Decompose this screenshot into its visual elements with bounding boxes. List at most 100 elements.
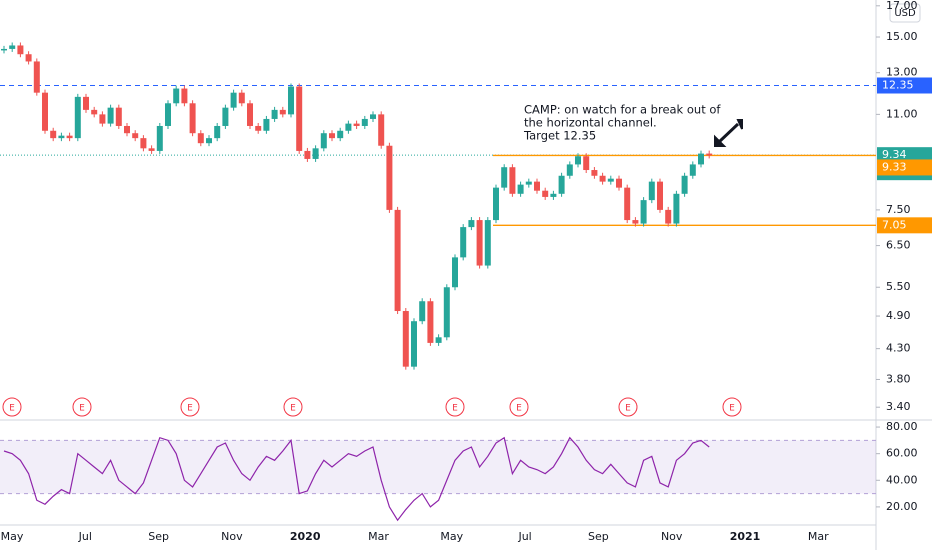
rsi-tick-label: 20.00 xyxy=(886,500,918,513)
channel-label: 9.33 xyxy=(882,160,907,173)
candle xyxy=(271,109,278,119)
candle xyxy=(484,220,491,266)
currency-box[interactable] xyxy=(889,3,921,23)
candle xyxy=(345,123,352,131)
candle xyxy=(189,103,196,134)
y-tick-label: 3.40 xyxy=(886,400,911,413)
candle xyxy=(124,125,130,134)
last-price-label-box xyxy=(877,147,932,164)
candle xyxy=(665,209,672,224)
candle xyxy=(337,130,344,139)
candle xyxy=(312,148,319,159)
y-tick-label: 11.00 xyxy=(886,107,918,120)
y-tick-label: 6.50 xyxy=(886,239,911,252)
candle xyxy=(681,175,688,194)
candle xyxy=(156,125,163,151)
candle xyxy=(525,181,532,185)
earnings-marker[interactable] xyxy=(2,397,22,417)
earnings-marker[interactable] xyxy=(722,397,742,417)
candle xyxy=(706,153,713,156)
candle xyxy=(616,178,622,188)
x-tick-label: Nov xyxy=(221,530,243,543)
candle xyxy=(435,337,442,343)
candle xyxy=(9,45,16,49)
candle xyxy=(509,167,516,194)
candle xyxy=(583,156,590,171)
y-tick-label: 15.00 xyxy=(886,30,918,43)
earnings-marker[interactable] xyxy=(509,397,529,417)
candle xyxy=(115,107,122,126)
candle xyxy=(42,92,48,131)
rsi-line xyxy=(3,436,710,522)
earnings-label: E xyxy=(290,404,296,414)
target-label-box xyxy=(877,77,932,94)
candle xyxy=(1,48,7,51)
candle xyxy=(50,130,57,139)
candle xyxy=(140,138,147,149)
candle xyxy=(517,184,524,194)
candle xyxy=(394,209,401,312)
candle xyxy=(279,109,286,115)
candle xyxy=(575,156,581,165)
x-tick-label: 2020 xyxy=(290,530,321,543)
candle xyxy=(296,86,303,151)
y-tick-label: 4.90 xyxy=(886,309,911,322)
channel-label-box xyxy=(877,217,932,234)
x-tick-label: Jul xyxy=(78,530,92,543)
candle xyxy=(66,135,73,139)
rsi-tick-label: 40.00 xyxy=(886,473,918,486)
candle xyxy=(107,107,114,124)
candle xyxy=(624,187,631,221)
candle xyxy=(452,257,458,288)
candle xyxy=(83,96,89,110)
earnings-marker[interactable] xyxy=(445,397,465,417)
rsi-tick-label: 60.00 xyxy=(886,447,918,460)
earnings-label: E xyxy=(452,404,458,414)
earnings-marker[interactable] xyxy=(618,397,638,417)
earnings-label: E xyxy=(9,404,15,414)
candle xyxy=(361,118,368,126)
candle xyxy=(402,311,409,367)
channel-label-box xyxy=(877,159,932,176)
candle xyxy=(632,220,639,224)
candle xyxy=(476,220,483,266)
x-tick-label: Mar xyxy=(368,530,389,543)
candle xyxy=(558,175,565,194)
candle xyxy=(550,193,557,197)
earnings-marker[interactable] xyxy=(283,397,303,417)
candle xyxy=(74,96,81,139)
candle xyxy=(607,178,614,182)
x-tick-label: Sep xyxy=(148,530,169,543)
earnings-marker[interactable] xyxy=(180,397,200,417)
annotation: the horizontal channel. xyxy=(524,116,657,130)
candle xyxy=(197,133,204,144)
candle xyxy=(443,287,450,338)
rsi-tick-label: 80.00 xyxy=(886,420,918,433)
x-tick-label: Mar xyxy=(808,530,829,543)
candle xyxy=(238,92,245,104)
candle xyxy=(25,54,32,62)
candle xyxy=(214,125,221,139)
annotation: CAMP: on watch for a break out of xyxy=(524,103,721,117)
candle xyxy=(288,86,294,115)
candle xyxy=(17,45,24,55)
candle xyxy=(230,92,237,108)
candle xyxy=(411,321,417,367)
y-tick-label: 13.00 xyxy=(886,66,918,79)
earnings-label: E xyxy=(187,404,193,414)
candle xyxy=(370,114,376,119)
earnings-marker[interactable] xyxy=(72,397,92,417)
candle xyxy=(698,153,704,165)
candle xyxy=(99,114,106,124)
candle xyxy=(58,135,65,139)
candle xyxy=(673,193,680,224)
x-tick-label: Nov xyxy=(661,530,683,543)
candle xyxy=(648,181,655,201)
annotation: Target 12.35 xyxy=(523,129,596,143)
y-tick-label: 7.50 xyxy=(886,203,911,216)
candle xyxy=(263,118,270,131)
target-label: 12.35 xyxy=(882,79,914,92)
earnings-label: E xyxy=(625,404,631,414)
candle xyxy=(378,114,385,146)
x-tick-label: 2021 xyxy=(730,530,761,543)
